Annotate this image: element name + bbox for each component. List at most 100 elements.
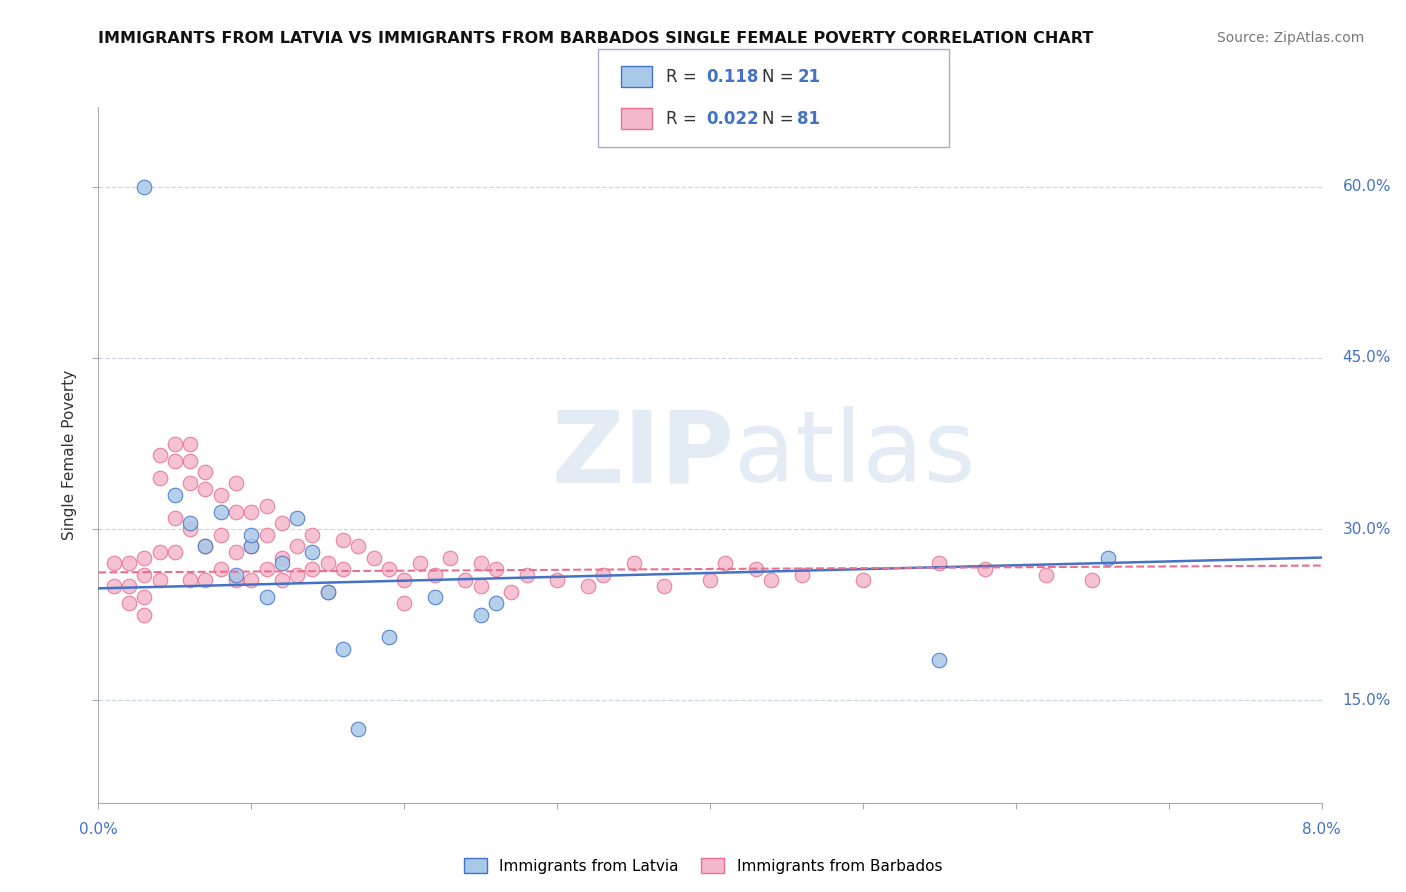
Point <box>347 722 370 736</box>
Point <box>392 596 416 610</box>
Point <box>592 567 614 582</box>
Point <box>179 436 201 450</box>
Point <box>928 556 950 570</box>
Point <box>225 545 247 559</box>
Point <box>134 607 156 622</box>
Text: 30.0%: 30.0% <box>1343 522 1391 537</box>
Point <box>194 539 217 553</box>
Point <box>1097 550 1119 565</box>
Point <box>134 550 156 565</box>
Point <box>363 550 385 565</box>
Point <box>240 528 263 542</box>
Text: R =: R = <box>666 110 703 128</box>
Point <box>240 505 263 519</box>
Point <box>209 562 232 576</box>
Point <box>332 562 354 576</box>
Point <box>485 562 508 576</box>
Point <box>179 453 201 467</box>
Point <box>285 567 308 582</box>
Point <box>623 556 645 570</box>
Point <box>209 488 232 502</box>
Text: 60.0%: 60.0% <box>1343 179 1391 194</box>
Point <box>270 556 294 570</box>
Point <box>194 465 217 479</box>
Point <box>714 556 737 570</box>
Point <box>316 584 339 599</box>
Point <box>225 476 247 491</box>
Point <box>256 528 278 542</box>
Point <box>470 579 492 593</box>
Y-axis label: Single Female Poverty: Single Female Poverty <box>62 370 77 540</box>
Point <box>149 574 172 588</box>
Point <box>470 607 492 622</box>
Point <box>270 550 294 565</box>
Point <box>423 567 446 582</box>
Point <box>103 579 125 593</box>
Point <box>134 567 156 582</box>
Point <box>134 591 156 605</box>
Point <box>194 482 217 496</box>
Point <box>163 510 186 524</box>
Point <box>454 574 477 588</box>
Point <box>1081 574 1104 588</box>
Point <box>378 631 401 645</box>
Point <box>240 574 263 588</box>
Point <box>423 591 446 605</box>
Point <box>149 471 172 485</box>
Point <box>240 539 263 553</box>
Text: 21: 21 <box>797 68 820 86</box>
Point <box>439 550 461 565</box>
Point <box>118 579 141 593</box>
Point <box>745 562 768 576</box>
Point <box>347 539 370 553</box>
Text: N =: N = <box>762 110 799 128</box>
Point <box>316 584 339 599</box>
Point <box>392 574 416 588</box>
Point <box>209 505 232 519</box>
Point <box>270 574 294 588</box>
Point <box>546 574 568 588</box>
Point <box>928 653 950 667</box>
Point <box>316 556 339 570</box>
Text: 45.0%: 45.0% <box>1343 351 1391 366</box>
Point <box>225 574 247 588</box>
Point <box>408 556 430 570</box>
Point <box>225 567 247 582</box>
Point <box>103 556 125 570</box>
Point <box>256 562 278 576</box>
Point <box>501 584 523 599</box>
Text: N =: N = <box>762 68 799 86</box>
Point <box>516 567 538 582</box>
Point <box>163 453 186 467</box>
Text: ZIP: ZIP <box>551 407 734 503</box>
Point <box>256 591 278 605</box>
Text: IMMIGRANTS FROM LATVIA VS IMMIGRANTS FROM BARBADOS SINGLE FEMALE POVERTY CORRELA: IMMIGRANTS FROM LATVIA VS IMMIGRANTS FRO… <box>98 31 1094 46</box>
Point <box>332 533 354 548</box>
Point <box>470 556 492 570</box>
Point <box>118 556 141 570</box>
Point <box>163 488 186 502</box>
Point <box>209 528 232 542</box>
Legend: Immigrants from Latvia, Immigrants from Barbados: Immigrants from Latvia, Immigrants from … <box>458 852 948 880</box>
Point <box>285 539 308 553</box>
Point <box>576 579 599 593</box>
Point <box>240 539 263 553</box>
Point <box>332 641 354 656</box>
Point <box>285 510 308 524</box>
Text: R =: R = <box>666 68 703 86</box>
Point <box>179 574 201 588</box>
Point <box>974 562 997 576</box>
Point <box>134 180 156 194</box>
Point <box>149 545 172 559</box>
Point <box>194 574 217 588</box>
Text: 81: 81 <box>797 110 820 128</box>
Point <box>163 545 186 559</box>
Text: 8.0%: 8.0% <box>1302 822 1341 837</box>
Text: 0.022: 0.022 <box>706 110 758 128</box>
Point <box>652 579 675 593</box>
Point <box>378 562 401 576</box>
Point <box>149 448 172 462</box>
Text: Source: ZipAtlas.com: Source: ZipAtlas.com <box>1216 31 1364 45</box>
Point <box>301 562 323 576</box>
Point <box>852 574 875 588</box>
